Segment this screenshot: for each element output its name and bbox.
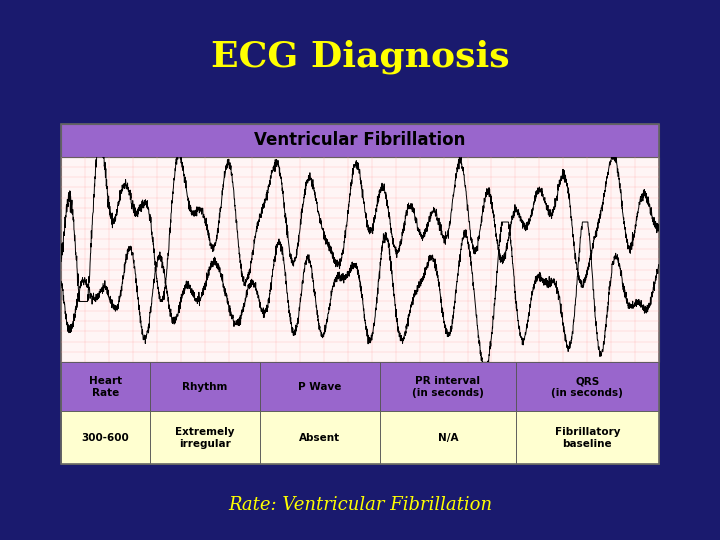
Text: P Wave: P Wave xyxy=(298,382,342,392)
Bar xyxy=(379,411,516,464)
Text: Absent: Absent xyxy=(300,433,341,443)
Bar xyxy=(150,411,260,464)
Text: PR interval
(in seconds): PR interval (in seconds) xyxy=(412,376,484,397)
Text: Heart
Rate: Heart Rate xyxy=(89,376,122,397)
Text: 300-600: 300-600 xyxy=(81,433,130,443)
Bar xyxy=(260,362,379,411)
Bar xyxy=(61,124,659,464)
Bar xyxy=(379,362,516,411)
Bar xyxy=(61,362,150,411)
Bar xyxy=(150,362,260,411)
Bar xyxy=(61,157,659,362)
Bar xyxy=(260,411,379,464)
Text: Rate: Ventricular Fibrillation: Rate: Ventricular Fibrillation xyxy=(228,496,492,514)
Text: ECG Diagnosis: ECG Diagnosis xyxy=(211,39,509,74)
Bar xyxy=(516,411,659,464)
Bar xyxy=(516,362,659,411)
Text: QRS
(in seconds): QRS (in seconds) xyxy=(552,376,624,397)
Text: N/A: N/A xyxy=(438,433,458,443)
Text: Ventricular Fibrillation: Ventricular Fibrillation xyxy=(254,131,466,150)
Bar xyxy=(61,124,659,157)
Text: Fibrillatory
baseline: Fibrillatory baseline xyxy=(554,427,620,449)
Text: Extremely
irregular: Extremely irregular xyxy=(175,427,235,449)
Bar xyxy=(61,411,150,464)
Text: Rhythm: Rhythm xyxy=(182,382,228,392)
